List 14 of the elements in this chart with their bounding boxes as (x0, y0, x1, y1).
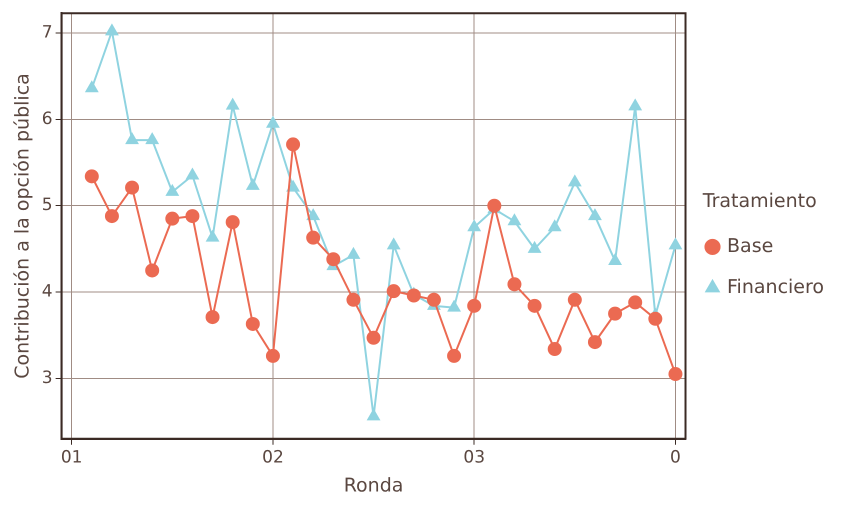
y-tick-label: 6 (42, 108, 53, 129)
x-axis-title: Ronda (344, 474, 404, 497)
x-tick-label: 0 (670, 447, 681, 468)
y-tick-label: 7 (42, 22, 53, 42)
y-tick-label: 4 (42, 281, 53, 302)
x-tick-label: 03 (463, 447, 486, 468)
y-tick-label: 5 (42, 195, 53, 216)
legend-label: Financiero (727, 276, 824, 298)
legend-title: Tratamiento (702, 190, 817, 212)
y-axis-title: Contribución a la opción pública (11, 73, 34, 379)
x-tick-label: 02 (262, 447, 284, 468)
y-tick-label: 3 (42, 368, 53, 388)
x-tick-label: 01 (60, 447, 82, 468)
legend-label: Base (727, 234, 774, 257)
